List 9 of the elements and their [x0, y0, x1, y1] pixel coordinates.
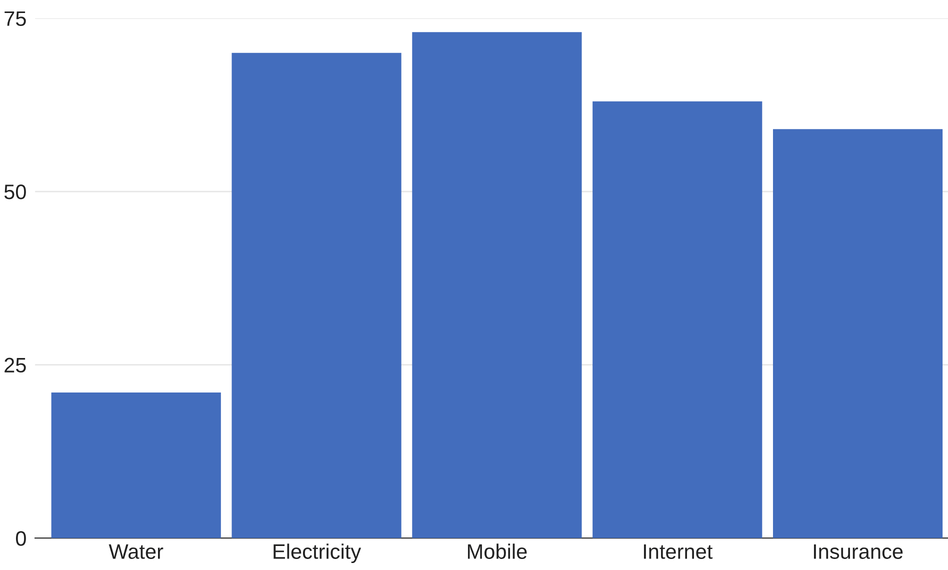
x-tick-label: Insurance — [814, 544, 903, 559]
y-tick-label: 25 — [4, 358, 26, 373]
x-tick-label: Internet — [644, 544, 713, 559]
y-tick-label: 50 — [4, 184, 26, 200]
x-tick-label: Water — [108, 544, 164, 559]
y-tick-label: 75 — [4, 11, 26, 26]
x-tick-label: Electricity — [274, 544, 362, 564]
y-tick-label: 0 — [16, 531, 26, 546]
x-tick-label: Mobile — [468, 544, 527, 559]
